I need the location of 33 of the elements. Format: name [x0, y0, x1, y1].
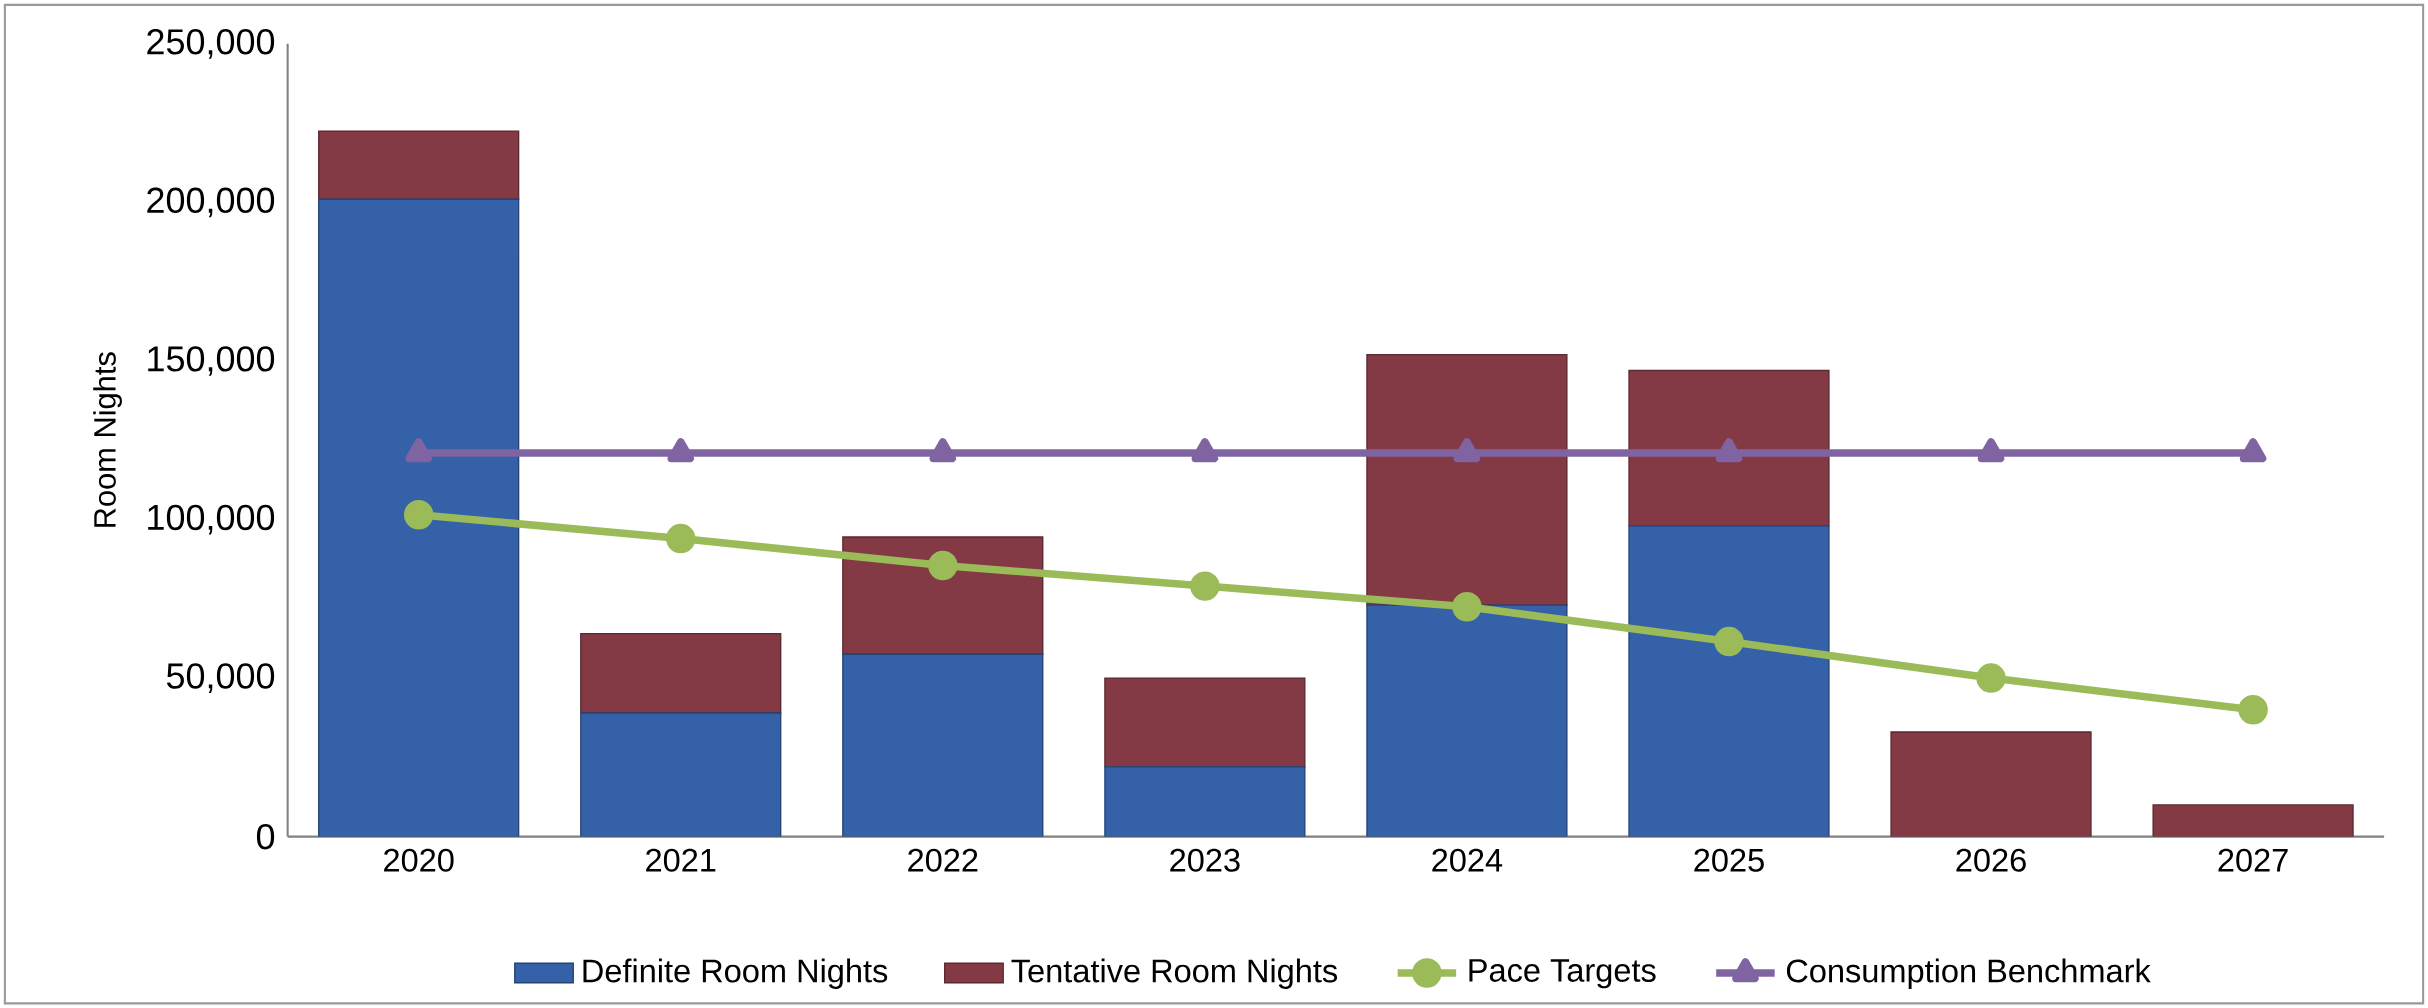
x-tick-label: 2020 [384, 848, 454, 872]
bar [1366, 604, 1568, 837]
x-tick-label: 2023 [1170, 848, 1240, 872]
bar [580, 632, 782, 714]
bar [842, 653, 1044, 837]
x-tick-label: 2026 [1956, 848, 2026, 872]
bar [318, 130, 520, 200]
x-tick-label: 2022 [908, 848, 978, 872]
bar [1366, 353, 1568, 606]
bar [842, 536, 1044, 655]
bar [1890, 731, 2092, 837]
x-tick-label: 2025 [1694, 848, 1764, 872]
y-tick-label: 50,000 [166, 663, 275, 693]
y-tick-label: 0 [256, 823, 275, 850]
y-tick-label: 150,000 [148, 346, 275, 376]
bar [2152, 804, 2354, 837]
x-tick-label: 2024 [1432, 848, 1503, 872]
y-tick-label: 100,000 [148, 504, 275, 535]
bar [1104, 677, 1306, 768]
bar [1628, 369, 1830, 527]
y-tick-label: 250,000 [147, 28, 275, 59]
bar [580, 712, 782, 837]
x-tick-label: 2021 [646, 848, 716, 872]
legend-label: Consumption Benchmark [1786, 958, 2151, 989]
legend-label: Pace Targets [1469, 959, 1656, 989]
legend-label: Definite Room Nights [583, 958, 888, 989]
y-tick-label: 200,000 [147, 187, 275, 218]
legend-label: Tentative Room Nights [1011, 958, 1338, 989]
bar [318, 198, 520, 837]
bar [1628, 525, 1830, 837]
x-tick-label: 2027 [2218, 848, 2288, 872]
bar [1104, 766, 1306, 837]
y-axis-title: Room Nights [93, 352, 122, 527]
